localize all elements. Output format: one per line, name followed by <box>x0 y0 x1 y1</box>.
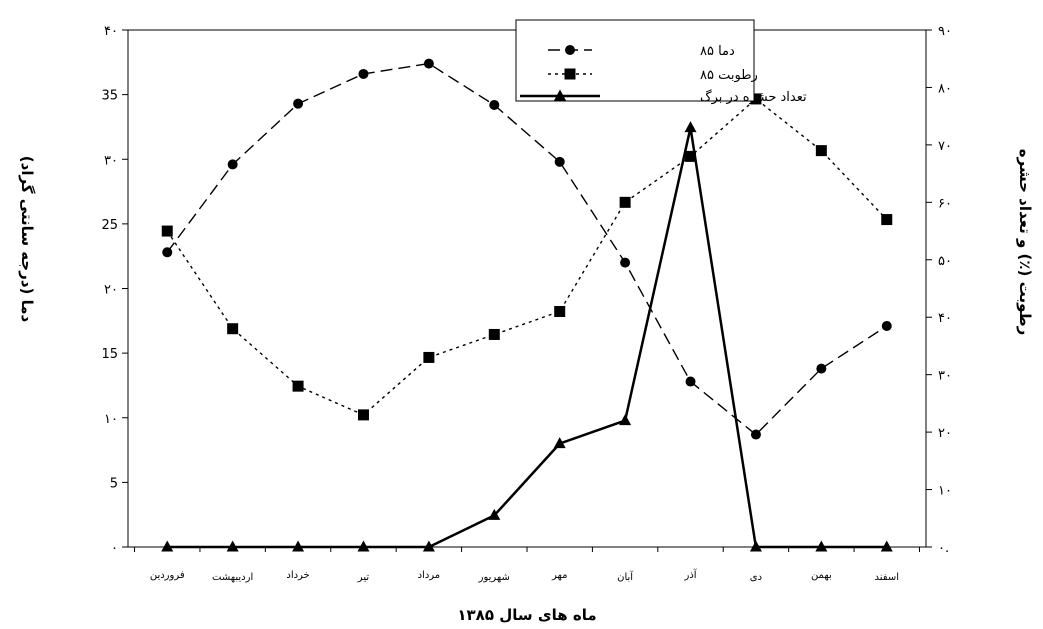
series-1-point <box>161 225 173 237</box>
series-1-point <box>227 323 239 335</box>
series-2-point <box>880 540 893 552</box>
right-tick-label: ۵۰ <box>938 254 952 269</box>
series-2-point <box>226 540 239 552</box>
y-axis-right-title: رطوبت (٪) و تعداد حشره <box>1016 149 1034 336</box>
left-tick-label: ۴۰ <box>104 24 118 39</box>
series-1-point <box>554 305 566 317</box>
series-0-point <box>293 98 304 109</box>
left-tick-label: ۰ <box>111 541 118 556</box>
series-2-point <box>749 540 762 552</box>
series-2-point <box>619 414 632 426</box>
left-tick-label: ۲۰ <box>104 283 118 298</box>
x-tick-label: آبان <box>617 570 634 583</box>
series-line-1 <box>166 97 888 416</box>
legend-marker <box>564 68 576 80</box>
left-tick-label: 5 <box>110 476 118 491</box>
series-2-point <box>292 540 305 552</box>
series-1-point <box>815 145 827 157</box>
series-0-point <box>162 247 173 258</box>
series-2-point <box>815 540 828 552</box>
x-tick-label: اسفند <box>875 572 899 583</box>
legend-label: تعداد حشره در برگ <box>700 88 807 105</box>
left-tick-label: 35 <box>101 89 118 104</box>
series-1-point <box>292 380 304 392</box>
x-tick-label: اردیبهشت <box>212 572 253 583</box>
series-1-point <box>685 150 697 162</box>
left-tick-label: 15 <box>101 347 118 362</box>
series-line-2 <box>167 127 887 549</box>
series-0-point <box>816 363 827 374</box>
legend-box <box>515 19 755 102</box>
series-1-point <box>750 93 762 105</box>
series-2-point <box>422 540 435 552</box>
series-0-point <box>620 257 631 268</box>
series-2-point <box>488 508 501 520</box>
x-tick-label: شهریور <box>478 572 510 583</box>
series-0-point <box>358 68 369 79</box>
plot-frame <box>127 29 927 548</box>
x-tick-label: آذر <box>683 568 697 581</box>
right-tick-label: ۸۰ <box>938 81 952 96</box>
x-axis-title: ماه های سال ۱۳۸۵ <box>457 606 596 624</box>
series-1-point <box>488 328 500 340</box>
series-2-point <box>161 540 174 552</box>
x-tick-label: مهر <box>551 570 567 581</box>
right-tick-label: ۴۰ <box>938 311 952 326</box>
series-1-point <box>619 196 631 208</box>
legend-marker <box>565 45 575 55</box>
series-1-point <box>357 409 369 421</box>
series-0-point <box>750 429 761 440</box>
series-2-point <box>553 437 566 449</box>
series-0-point <box>227 159 238 170</box>
y-axis-left-title: دما (درجه سانتی گراد) <box>18 156 36 323</box>
series-0-point <box>685 376 696 387</box>
left-tick-label: 25 <box>101 218 118 233</box>
left-tick-label: ۳۰ <box>104 153 118 168</box>
series-line-0 <box>166 62 888 436</box>
series-0-point <box>881 320 892 331</box>
x-tick-label: تیر <box>357 572 370 583</box>
right-tick-label: ۱۰ <box>938 484 952 499</box>
x-tick-label: مرداد <box>418 570 441 581</box>
series-0-point <box>489 99 500 110</box>
right-tick-label: ۳۰ <box>938 369 952 384</box>
right-tick-label: ۷۰ <box>938 139 952 154</box>
right-tick-label: ۹۰ <box>938 24 952 39</box>
right-tick-label: ۰. <box>938 541 949 556</box>
right-tick-label: ۶۰ <box>938 196 952 211</box>
legend-marker <box>554 89 566 101</box>
x-tick-label: فروردین <box>150 570 185 581</box>
legend-label: رطوبت ۸۵ <box>700 68 758 83</box>
legend: دما ۸۵ رطوبت ۸۵ تعداد حشره در برگ <box>515 19 807 105</box>
left-tick-label: ۱۰ <box>104 412 118 427</box>
x-tick-label: دی <box>750 572 762 583</box>
legend-label: دما ۸۵ <box>700 44 735 59</box>
right-tick-label: ۲۰ <box>938 426 952 441</box>
series-1-point <box>423 351 435 363</box>
series-1-point <box>881 214 893 226</box>
series-2-point <box>357 540 370 552</box>
series-2-point <box>684 121 697 133</box>
x-tick-label: بهمن <box>811 570 832 581</box>
series-0-point <box>554 156 565 167</box>
series-0-point <box>423 58 434 69</box>
x-tick-label: خرداد <box>286 570 309 581</box>
